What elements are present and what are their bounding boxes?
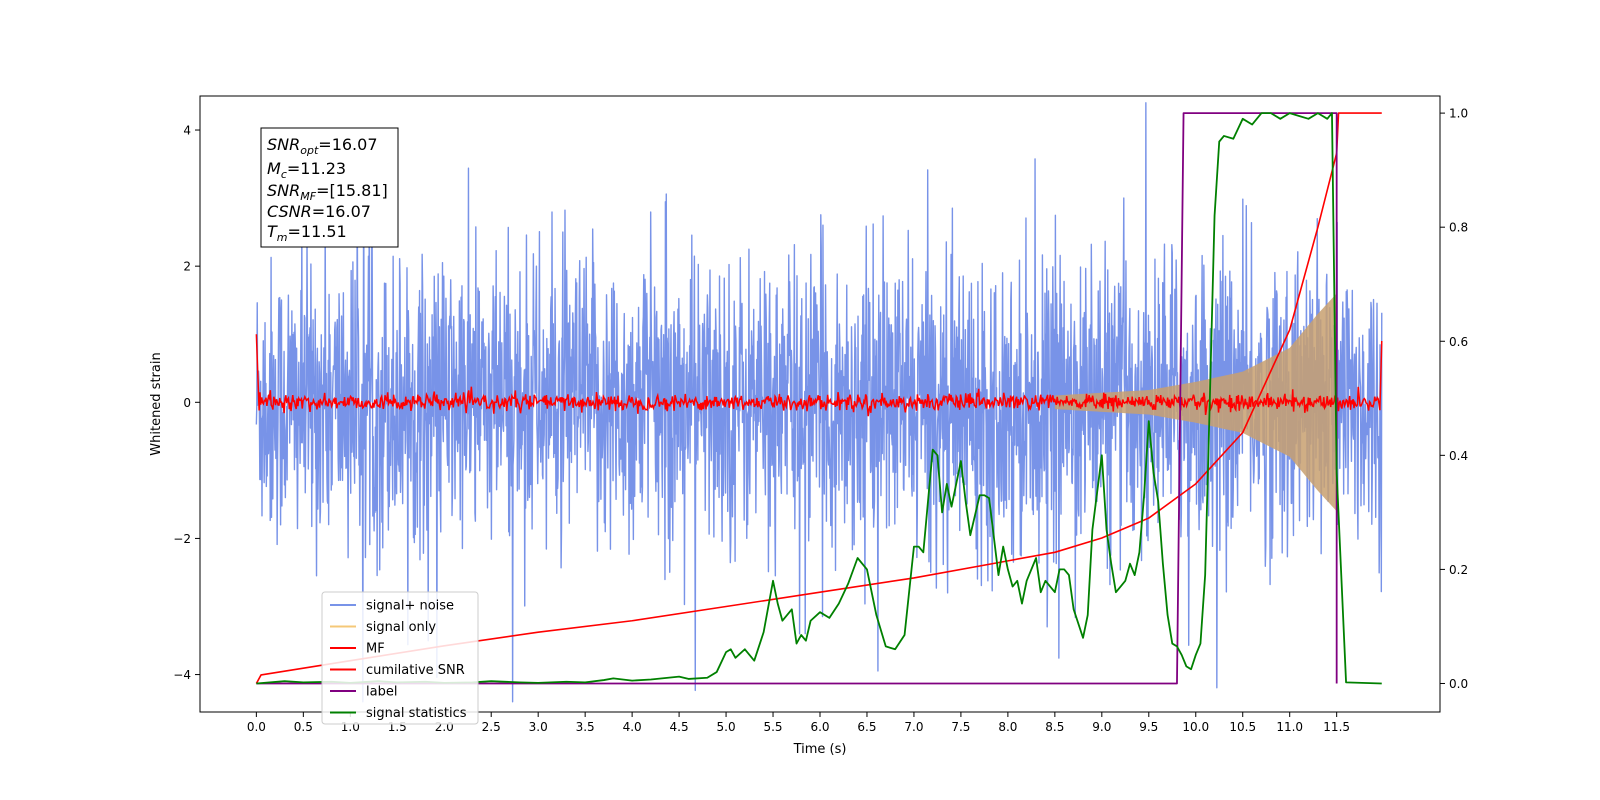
label-line	[256, 112, 1338, 685]
snr-opt-text: SNRopt=16.07	[267, 135, 378, 157]
x-tick-label: 0.0	[247, 720, 266, 734]
x-tick-label: 5.0	[717, 720, 736, 734]
x-tick-label: 2.5	[482, 720, 501, 734]
legend-frame	[321, 591, 479, 725]
x-tick-label: 10.0	[1182, 720, 1209, 734]
right-y-tick-label: 1.0	[1449, 107, 1468, 121]
snr-mf-text: SNRMF=[15.81]	[267, 181, 388, 203]
x-tick-label: 6.5	[857, 720, 876, 734]
x-tick-label: 0.5	[294, 720, 313, 734]
signal-statistics-line	[256, 112, 1382, 685]
x-tick-label: 8.0	[998, 720, 1017, 734]
right-y-tick-label: 0.4	[1449, 449, 1468, 463]
x-tick-label: 8.5	[1045, 720, 1064, 734]
x-tick-label: 3.0	[529, 720, 548, 734]
right-y-axis-ticks: 1.0 0.8 0.6 0.4 0.2 0.0	[1440, 107, 1468, 691]
x-tick-label: 9.5	[1139, 720, 1158, 734]
x-tick-label: 11.0	[1276, 720, 1303, 734]
left-y-tick-label: −4	[173, 668, 191, 682]
right-y-tick-label: 0.0	[1449, 677, 1468, 691]
x-tick-label: 11.5	[1323, 720, 1350, 734]
legend-label: label	[366, 685, 397, 700]
annotation-box: SNRopt=16.07 Mc=11.23 SNRMF=[15.81] CSNR…	[260, 127, 399, 248]
legend-label: signal only	[366, 620, 436, 635]
x-tick-label: 7.5	[951, 720, 970, 734]
left-y-axis-ticks: 4 2 0 −2 −4	[173, 124, 200, 682]
annotation-frame	[260, 127, 399, 248]
x-tick-label: 4.5	[670, 720, 689, 734]
right-y-tick-label: 0.8	[1449, 221, 1468, 235]
left-y-tick-label: 2	[183, 260, 191, 274]
mc-text: Mc=11.23	[267, 159, 346, 181]
label-trace	[256, 112, 1338, 685]
legend-label: signal+ noise	[366, 599, 454, 614]
left-y-tick-label: 4	[183, 124, 191, 138]
legend-label: signal statistics	[366, 706, 467, 721]
legend: signal+ noise signal only MF cumilative SNR…	[321, 591, 479, 725]
right-y-tick-label: 0.2	[1449, 563, 1468, 577]
right-y-tick-label: 0.6	[1449, 335, 1468, 349]
x-tick-label: 3.5	[576, 720, 595, 734]
y-axis-label: Whitened strain	[149, 352, 164, 455]
x-tick-label: 9.0	[1092, 720, 1111, 734]
left-y-tick-label: −2	[173, 532, 191, 546]
x-tick-label: 6.0	[810, 720, 829, 734]
signal-statistics-trace	[256, 112, 1382, 685]
x-tick-label: 10.5	[1229, 720, 1256, 734]
x-axis-ticks: 0.0 0.5 1.0 1.5 2.0 2.5 3.0 3.5 4.0 4.5 5.0 5.5 6.0 6…	[247, 712, 1350, 734]
left-y-tick-label: 0	[183, 396, 191, 410]
tm-text: Tm=11.51	[267, 222, 347, 244]
csnr-text: CSNR=16.07	[267, 202, 371, 221]
x-tick-label: 7.0	[904, 720, 923, 734]
mf-trace	[255, 334, 1383, 417]
x-axis-label: Time (s)	[793, 742, 847, 757]
x-tick-label: 5.5	[763, 720, 782, 734]
legend-entries: signal+ noise signal only MF cumilative SNR…	[330, 599, 467, 721]
mf-line	[255, 334, 1383, 417]
legend-label: cumilative SNR	[366, 663, 465, 678]
x-tick-label: 4.0	[623, 720, 642, 734]
legend-label: MF	[366, 642, 385, 657]
